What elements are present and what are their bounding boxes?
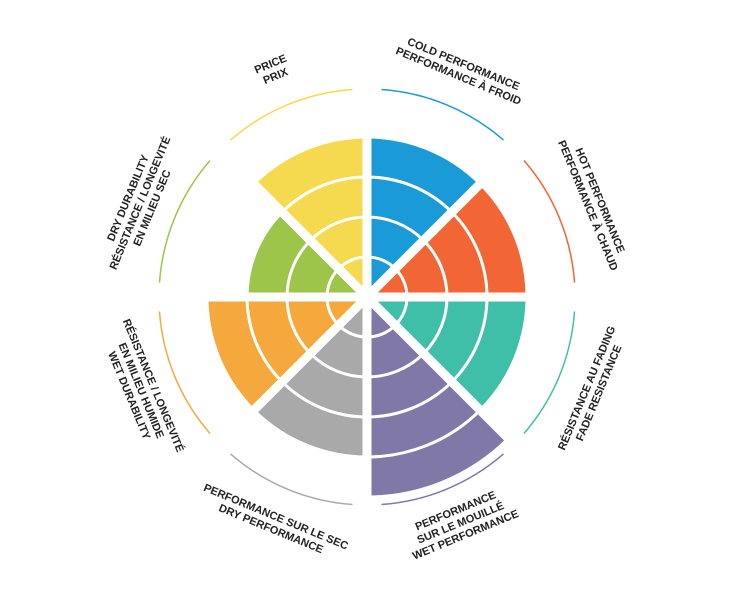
sector <box>367 183 527 297</box>
spoke <box>363 293 519 449</box>
sector <box>367 297 527 411</box>
outer-arc <box>523 311 576 434</box>
outer-arc <box>381 453 504 506</box>
outer-arc <box>230 88 353 141</box>
sector <box>253 297 367 457</box>
sector <box>367 297 509 497</box>
sector <box>207 297 367 411</box>
outer-arc <box>158 160 211 283</box>
sector <box>253 137 367 297</box>
spoke <box>215 293 371 449</box>
outer-arc <box>381 88 504 141</box>
sector <box>247 212 367 297</box>
outer-arc <box>158 311 211 434</box>
spoke <box>363 145 519 301</box>
outer-arc <box>230 453 353 506</box>
outer-arc <box>523 160 576 283</box>
sector <box>367 137 481 297</box>
spoke <box>215 145 371 301</box>
